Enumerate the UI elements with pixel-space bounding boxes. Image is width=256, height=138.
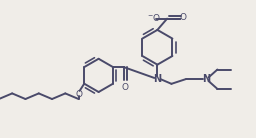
Text: N: N bbox=[202, 74, 210, 84]
Text: O: O bbox=[75, 90, 82, 99]
Text: $^{-}$O: $^{-}$O bbox=[147, 12, 161, 23]
Text: O: O bbox=[122, 83, 129, 92]
Text: N: N bbox=[153, 74, 162, 84]
Text: O: O bbox=[179, 13, 186, 22]
